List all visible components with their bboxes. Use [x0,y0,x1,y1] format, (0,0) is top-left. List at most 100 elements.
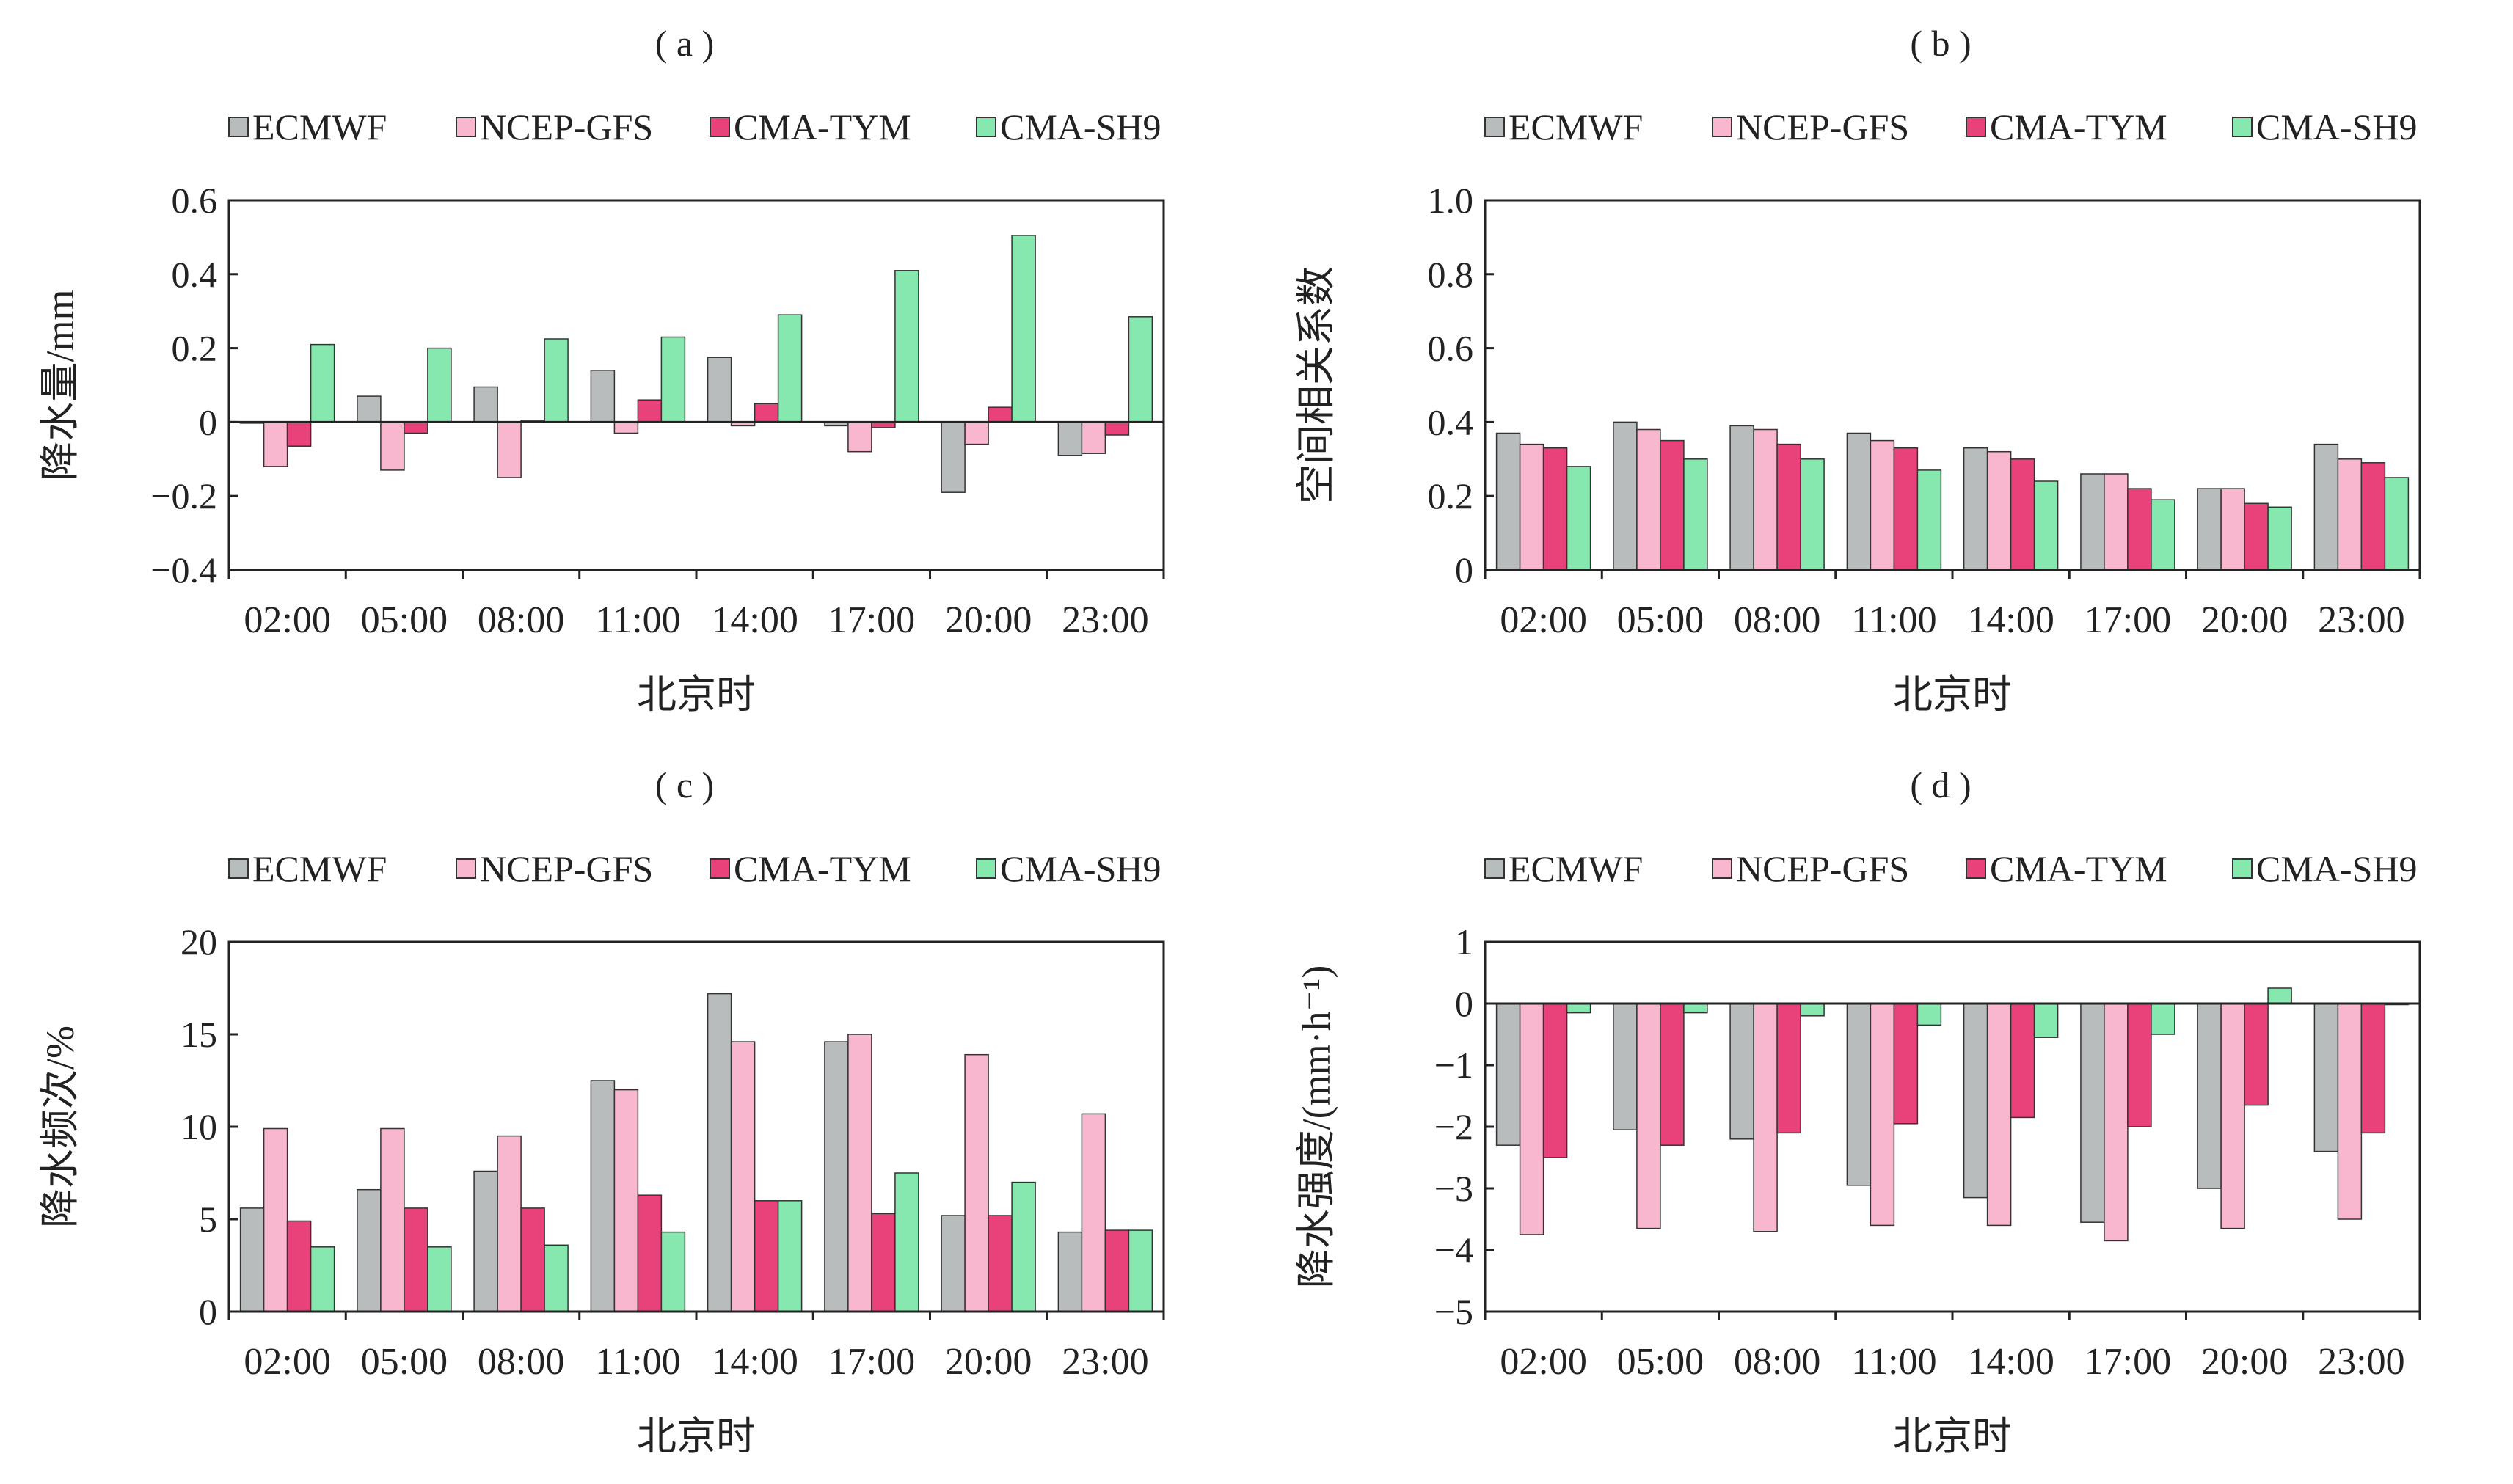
x-axis-title: 北京时 [637,1414,756,1458]
bar-mark [1636,428,1661,571]
bar-mark [1660,1003,1685,1146]
bar-mark [777,314,803,423]
y-tick-label: 1.0 [1428,180,1474,221]
bar-mark [357,395,382,423]
bar-mark [2104,473,2129,571]
legend-swatch [1712,858,1732,879]
panel-label: ( c ) [655,764,715,805]
x-tick-label: 17:00 [2085,1341,2171,1383]
x-tick-label: 05:00 [361,1341,448,1383]
bar-mark [2197,488,2222,571]
bar-mark [941,1215,966,1312]
bar-mark [2151,1003,2175,1035]
y-tick-label: −5 [1434,1291,1473,1332]
bar-mark [427,1246,452,1312]
bar-mark [544,1244,569,1312]
legend-swatch [1966,858,1986,879]
x-tick-label: 08:00 [1734,599,1820,641]
legend-label: ECMWF [1509,106,1643,147]
y-tick-label: 0.2 [172,328,218,369]
x-axis-title: 北京时 [637,673,756,717]
bar-mark [427,347,452,423]
bar-mark [707,993,732,1312]
bar-mark [239,1207,265,1312]
y-tick-label: 0 [199,401,217,442]
panel-label: ( d ) [1910,764,1971,805]
x-tick-label: 02:00 [1500,1341,1586,1383]
bar-mark [473,1170,498,1312]
bar-mark [2337,458,2363,571]
bar-mark [1495,1003,1521,1146]
legend-swatch [1966,117,1986,137]
y-tick-label: 0.8 [1428,254,1474,295]
legend-swatch [976,858,996,879]
x-axis-title: 北京时 [1893,1414,2012,1458]
bar-mark [2244,1003,2269,1106]
x-tick-label: 14:00 [1967,599,2054,641]
bar-mark [2360,462,2386,571]
legend-label: NCEP-GFS [480,106,653,147]
bar-mark [2080,473,2105,571]
bar-mark [1753,1003,1778,1232]
y-axis-title: 降水频次/% [38,1026,82,1228]
bar-mark [2033,480,2059,571]
y-axis-title: 降水量/mm [38,289,82,480]
y-tick-label: −0.4 [150,549,217,591]
bar-mark [310,343,335,423]
chart-svg: ( b ) ECMWF NCEP-GFS CMA-TYM CMA-SH9 1.0 0.8 0.… [1294,23,2421,717]
bar-mark [404,1207,428,1312]
bar-mark [1729,1003,1754,1140]
y-axis-title: 空间相关系数 [1294,266,1338,504]
bar-mark [1519,1003,1544,1235]
legend-swatch [710,858,730,879]
bar-mark [1729,425,1754,571]
bar-mark [894,270,919,423]
x-tick-label: 20:00 [2201,599,2288,641]
panel-d: ( d ) ECMWF NCEP-GFS CMA-TYM CMA-SH9 1 0 −1 −2 −3… [1256,742,2512,1483]
bar-mark [2244,502,2269,571]
bar-mark [1495,432,1521,571]
x-tick-label: 23:00 [1062,1341,1148,1383]
bar-mark [1846,432,1872,571]
x-tick-label: 14:00 [711,1341,798,1383]
bar-mark [777,1200,803,1312]
bar-mark [286,421,312,447]
y-tick-label: 0.2 [1428,475,1474,516]
bar-mark [988,406,1013,423]
bar-mark [637,1194,663,1312]
bar-mark [1776,443,1801,571]
bar-mark [404,421,428,434]
y-tick-label: 0.4 [172,254,218,295]
panel-label: ( a ) [655,23,715,64]
bar-mark [1081,421,1106,454]
x-tick-label: 08:00 [1734,1341,1820,1383]
legend-swatch [976,117,996,137]
bar-mark [1566,1003,1591,1014]
y-tick-label: −2 [1434,1106,1473,1147]
y-tick-label: 0 [1455,983,1473,1024]
legend-label: NCEP-GFS [1736,848,1909,889]
legend-label: CMA-SH9 [2256,848,2417,889]
bar-mark [497,1135,522,1312]
y-tick-label: −0.2 [150,475,217,516]
bar-mark [730,1041,756,1312]
bar-mark [1081,1113,1106,1312]
bar-mark [1519,443,1544,571]
y-tick-label: −3 [1434,1168,1473,1209]
bar-mark [1660,439,1685,571]
bar-mark [2010,458,2035,571]
x-tick-label: 02:00 [1500,599,1586,641]
panel-a: ( a ) ECMWF NCEP-GFS CMA-TYM CMA-SH9 0.6 0.4 0.… [0,0,1256,742]
x-tick-label: 14:00 [711,599,798,641]
bar-mark [1104,1229,1130,1312]
x-tick-label: 23:00 [1062,599,1148,641]
bar-mark [2313,1003,2339,1152]
legend-label: CMA-TYM [1990,848,2167,889]
bar-mark [544,338,569,423]
bar-mark [310,1246,335,1312]
x-tick-label: 11:00 [595,1341,681,1383]
x-tick-label: 02:00 [244,599,330,641]
bar-mark [2337,1003,2363,1220]
y-tick-label: 5 [199,1199,217,1240]
panel-label: ( b ) [1910,23,1971,64]
